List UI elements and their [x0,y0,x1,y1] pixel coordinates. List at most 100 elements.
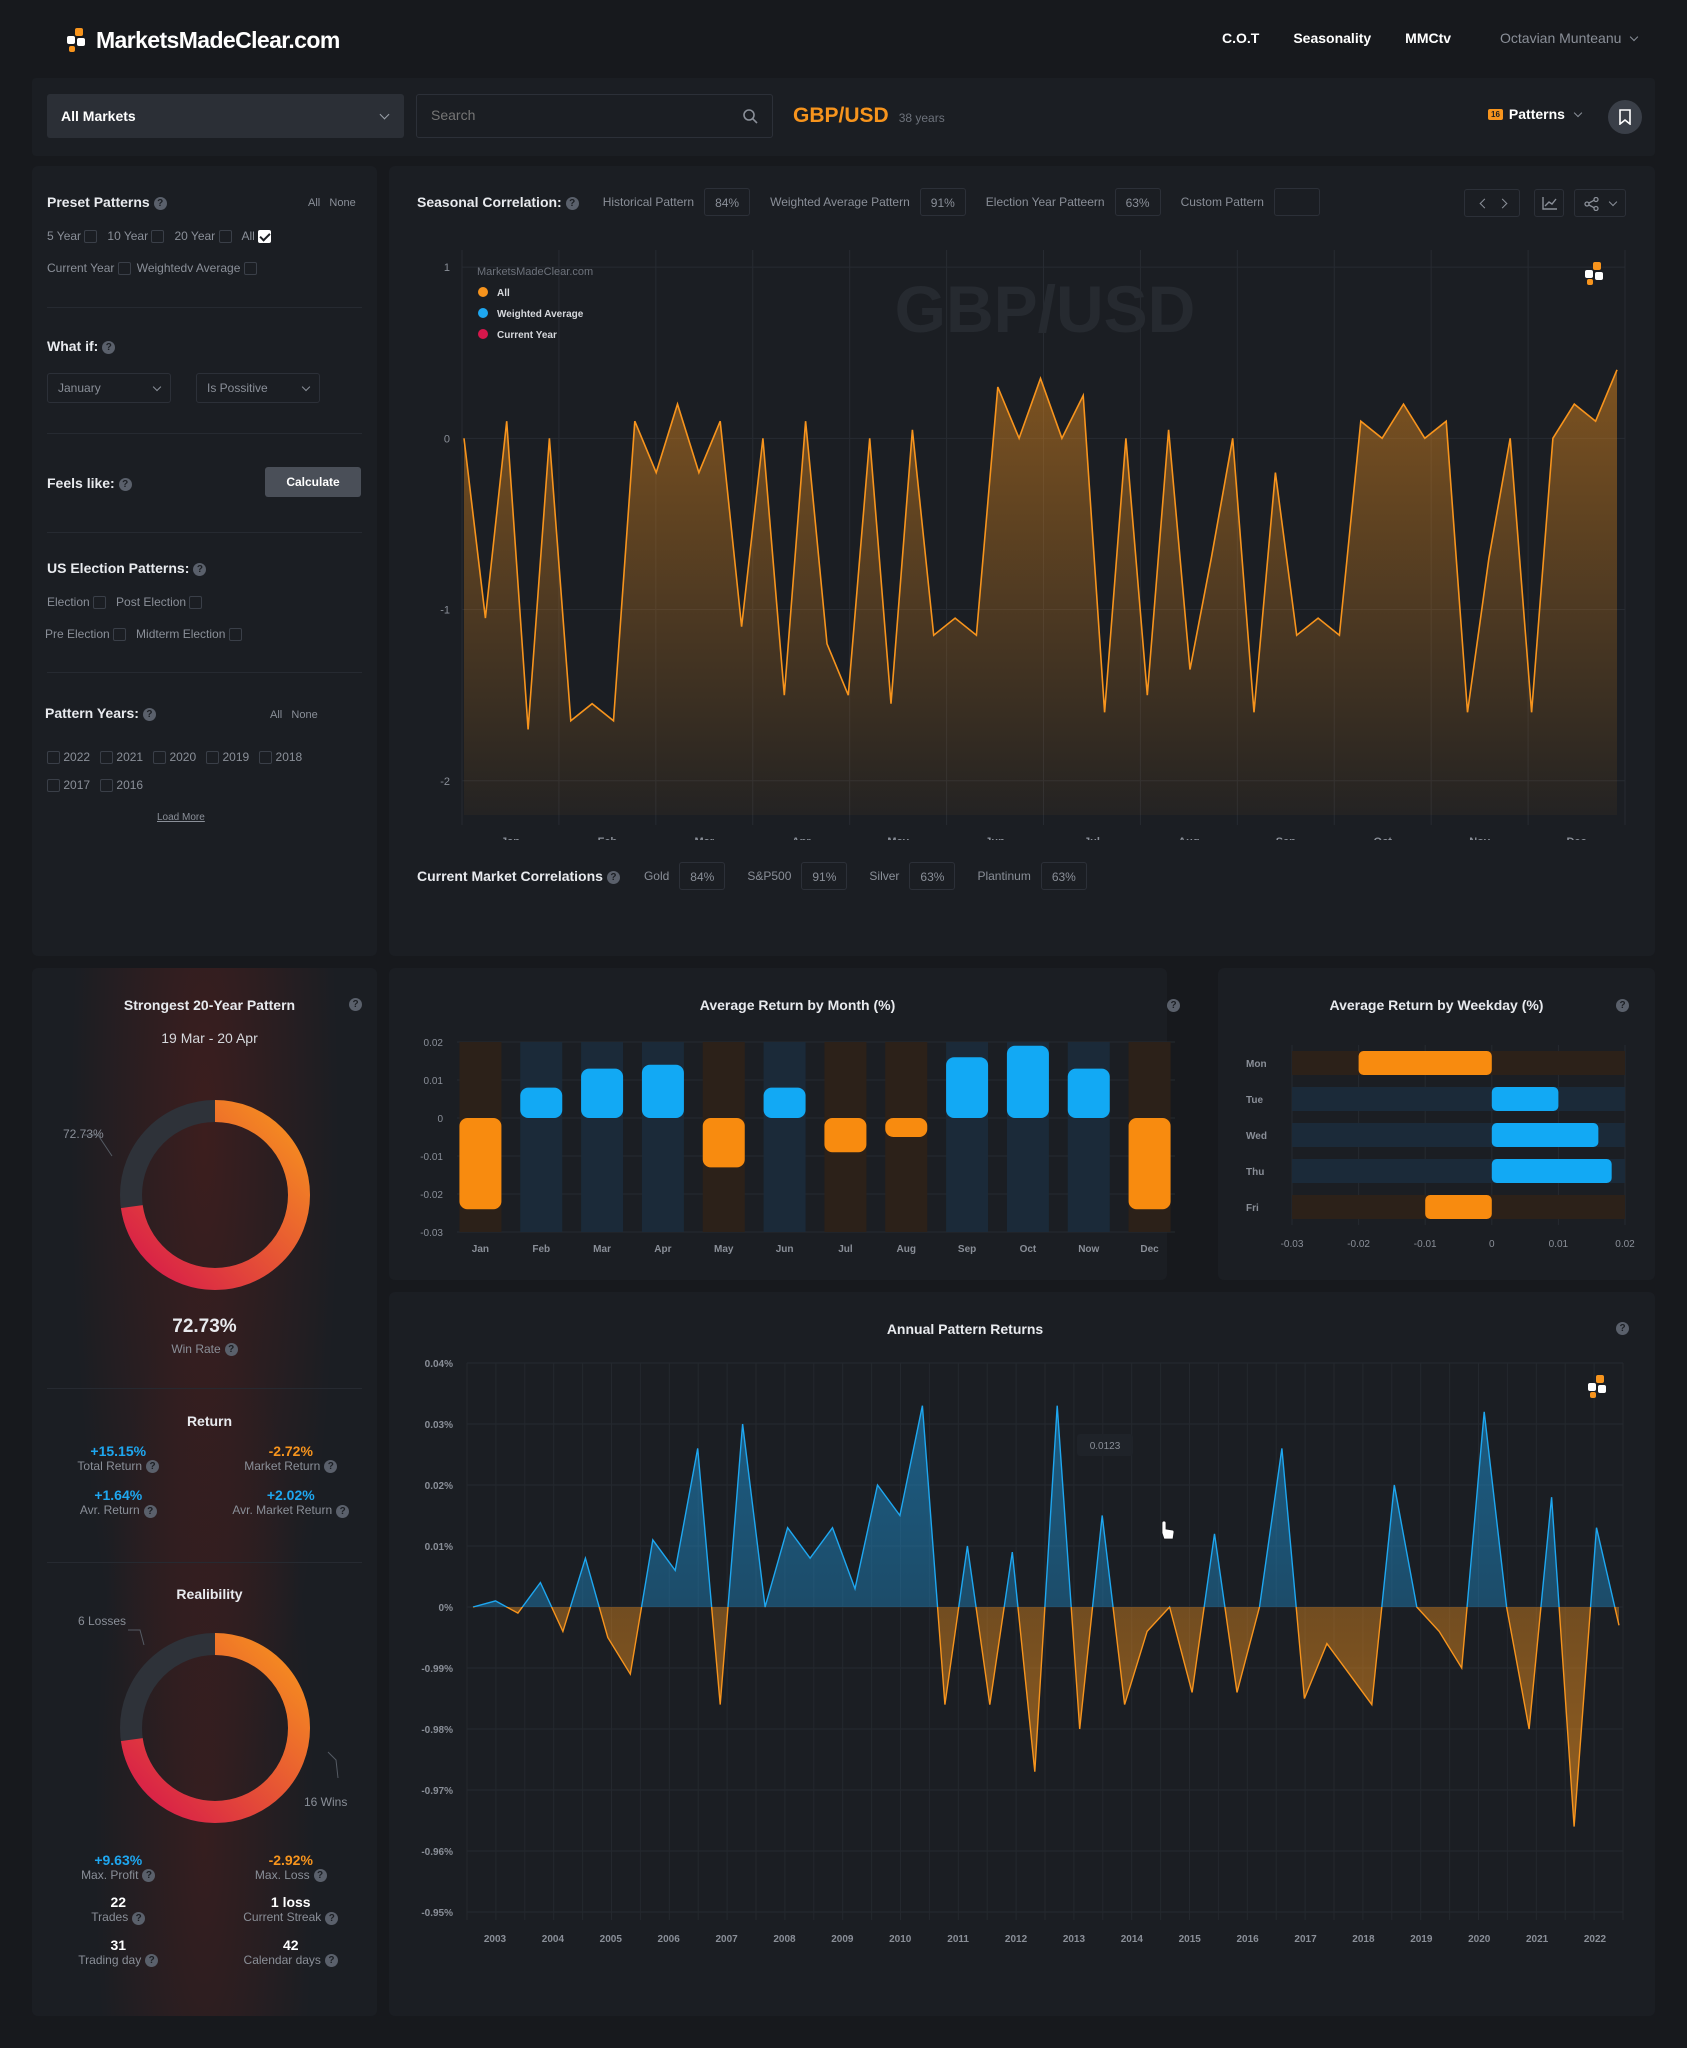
user-menu[interactable]: Octavian Munteanu [1500,30,1639,46]
election-pattern-value[interactable]: 63% [1114,188,1161,216]
checkbox[interactable] [47,779,60,793]
bar-fri [1425,1195,1492,1219]
help-icon[interactable] [145,1953,159,1967]
help-icon[interactable] [324,1460,338,1474]
patterns-dropdown[interactable]: 16 Patterns [1488,106,1583,122]
weekday-chart[interactable]: -0.03 -0.02 -0.01 0 0.01 0.02 Mon Tue Wed Thu Fri [1230,1030,1650,1270]
divider [47,672,362,673]
year-2020[interactable]: 2020 [153,750,196,765]
help-icon[interactable] [325,1911,339,1925]
year-2017[interactable]: 2017 [47,778,90,793]
help-icon[interactable] [193,563,207,577]
search-box[interactable] [416,94,773,138]
chevron-right-icon[interactable] [1497,198,1508,209]
checkbox[interactable] [93,596,107,610]
bar-apr [641,1064,684,1118]
help-icon[interactable] [349,998,362,1011]
share-button[interactable] [1574,189,1626,217]
help-icon[interactable] [142,1869,156,1883]
help-icon[interactable] [1616,1322,1629,1335]
help-icon[interactable] [336,1504,350,1518]
load-more-link[interactable]: Load More [157,812,205,823]
help-icon[interactable] [118,478,132,492]
post-election-option[interactable]: Post Election [116,595,203,610]
checkbox[interactable] [113,628,127,642]
checkbox[interactable] [189,596,203,610]
search-input[interactable] [431,107,731,123]
what-if-month-select[interactable]: January [47,373,171,403]
checkbox[interactable] [117,262,131,276]
historical-pattern-value[interactable]: 84% [704,188,751,216]
year-2022[interactable]: 2022 [47,750,90,765]
pre-election-option[interactable]: Pre Election [45,627,127,642]
checkbox[interactable] [84,230,98,244]
help-icon[interactable] [102,341,116,355]
help-icon[interactable] [565,197,579,211]
y-tick-label: -0.97% [421,1786,453,1797]
preset-5-year[interactable]: 5 Year [47,229,98,244]
help-icon[interactable] [142,708,156,722]
what-if-condition-select[interactable]: Is Possitive [196,373,320,403]
checkbox[interactable] [218,230,232,244]
nav-seasonality[interactable]: Seasonality [1293,30,1372,46]
cursor-icon [1161,1520,1175,1540]
custom-pattern-value[interactable] [1273,188,1320,216]
help-icon[interactable] [324,1953,338,1967]
checkbox[interactable] [243,262,257,276]
weighted-pattern-value[interactable]: 91% [919,188,966,216]
preset-10-year[interactable]: 10 Year [107,229,165,244]
help-icon[interactable] [313,1869,327,1883]
brand-logo[interactable]: MarketsMadeClear.com [66,24,340,56]
years-row-2: 2017 2016 [47,778,143,793]
chart-type-button[interactable] [1534,189,1564,217]
help-icon[interactable] [606,871,620,885]
checkbox[interactable] [206,751,220,765]
help-icon[interactable] [132,1911,146,1925]
years-none-link[interactable]: None [291,709,318,721]
x-tick-label: 2022 [1584,1934,1607,1945]
month-chart[interactable]: 0.02 0.01 0 -0.01 -0.02 -0.03 Jan Feb Mar Apr May J… [405,1030,1180,1270]
year-2016[interactable]: 2016 [100,778,143,793]
checkbox[interactable] [100,751,114,765]
preset-all-link[interactable]: All [308,197,321,209]
calculate-button[interactable]: Calculate [265,467,361,497]
preset-20-year[interactable]: 20 Year [174,229,232,244]
checkbox[interactable] [151,230,165,244]
x-tick-label: May [714,1244,734,1255]
bookmark-button[interactable] [1608,100,1642,134]
preset-weighted-average[interactable]: Weightedv Average [137,261,257,276]
nav-mmctv[interactable]: MMCtv [1405,30,1452,46]
market-select[interactable]: All Markets [47,94,404,138]
help-icon[interactable] [224,1343,238,1357]
year-2019[interactable]: 2019 [206,750,249,765]
preset-current-year[interactable]: Current Year [47,261,131,276]
return-title: Return [186,1413,233,1429]
seasonal-chart[interactable]: 1 0 -1 -2 Jan Feb Mar Apr May Jun Jul Aug Sep Oct Nov D… [430,240,1640,840]
search-icon[interactable] [742,108,758,124]
election-option[interactable]: Election [47,595,107,610]
preset-all[interactable]: All [242,229,272,244]
help-icon[interactable] [146,1460,160,1474]
checkbox-checked[interactable] [258,230,272,244]
annual-chart[interactable]: 0.04% 0.03% 0.02% 0.01% 0% -0.99% -0.98% -0.97%… [405,1350,1645,1950]
chevron-left-icon[interactable] [1479,198,1490,209]
checkbox[interactable] [153,751,167,765]
checkbox[interactable] [259,751,273,765]
checkbox[interactable] [228,628,242,642]
checkbox[interactable] [47,751,60,765]
nav-cot[interactable]: C.O.T [1222,30,1260,46]
midterm-election-option[interactable]: Midterm Election [136,627,242,642]
help-icon[interactable] [143,1504,157,1518]
help-icon[interactable] [1616,999,1629,1012]
years-all-link[interactable]: All [270,709,283,721]
legend-all: All [497,288,510,299]
preset-none-link[interactable]: None [329,197,356,209]
x-tick-label: Jun [776,1244,794,1255]
checkbox[interactable] [100,779,114,793]
help-icon[interactable] [153,197,167,211]
x-tick-label: -0.03 [1281,1239,1304,1250]
year-2018[interactable]: 2018 [259,750,302,765]
reliability-title: Realibility [176,1586,243,1602]
help-icon[interactable] [1167,999,1180,1012]
year-2021[interactable]: 2021 [100,750,143,765]
